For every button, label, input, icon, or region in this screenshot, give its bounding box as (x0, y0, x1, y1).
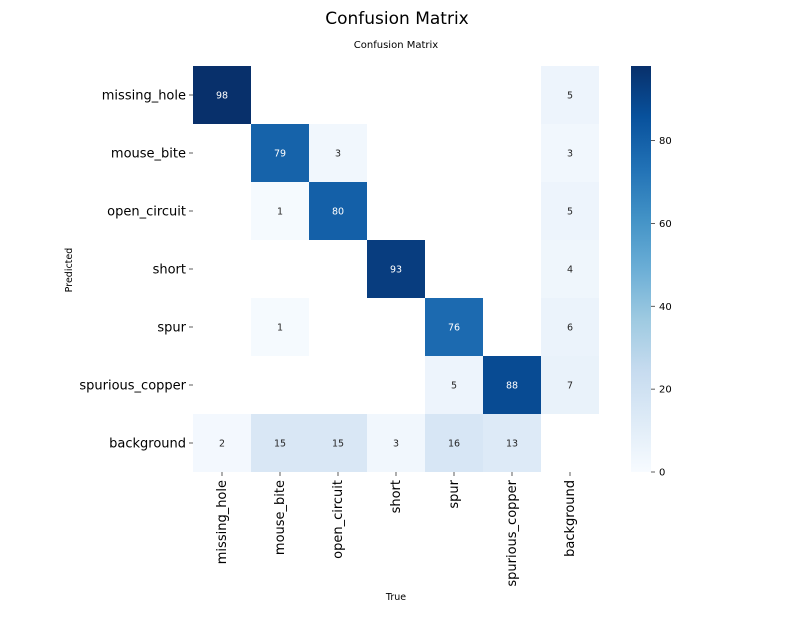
heatmap-cell (541, 66, 599, 124)
x-tick-label: spurious_copper (505, 479, 520, 586)
heatmap-cell (309, 182, 367, 240)
heatmap-cell (193, 414, 251, 472)
colorbar: 0 20 40 60 80 (631, 66, 672, 479)
heatmap-cell (309, 124, 367, 182)
heatmap-cell (541, 124, 599, 182)
heatmap-cell (251, 414, 309, 472)
heatmap-cell (541, 298, 599, 356)
colorbar-tick-label: 20 (659, 385, 672, 396)
cell-value-label: 15 (274, 439, 286, 450)
y-tick-label: open_circuit (107, 205, 186, 220)
cell-value-label: 3 (393, 439, 399, 450)
cell-value-label: 98 (216, 91, 228, 102)
chart-suptitle: Confusion Matrix (325, 9, 469, 29)
heatmap-cell (425, 356, 483, 414)
heatmap-cell (309, 414, 367, 472)
cell-value-label: 4 (567, 265, 573, 276)
x-tick-label: background (563, 480, 578, 557)
y-tick-label: spur (157, 321, 186, 336)
chart-title: Confusion Matrix (354, 40, 438, 51)
x-axis-label: True (385, 592, 406, 603)
heatmap-cell (367, 240, 425, 298)
heatmap-cell (251, 298, 309, 356)
heatmap-cells: 98 5 79 3 3 1 80 5 93 4 1 76 6 5 88 7 2 15 15 3 16 13 (193, 66, 599, 472)
cell-value-label: 3 (335, 149, 341, 160)
heatmap-cell (541, 240, 599, 298)
heatmap-cell (425, 298, 483, 356)
x-tick-label: missing_hole (215, 480, 230, 564)
y-tick-label: missing_hole (102, 89, 186, 104)
y-tick-label: mouse_bite (111, 147, 186, 162)
cell-value-label: 7 (567, 381, 573, 392)
heatmap-cell (425, 414, 483, 472)
cell-value-label: 5 (567, 207, 573, 218)
cell-value-label: 3 (567, 149, 573, 160)
x-tick-labels: missing_hole mouse_bite open_circuit short s… (215, 472, 578, 587)
heatmap-cell (541, 356, 599, 414)
y-tick-label: background (109, 437, 186, 452)
colorbar-tick-label: 40 (659, 302, 672, 313)
heatmap-cell (367, 414, 425, 472)
colorbar-tick-label: 0 (659, 468, 665, 479)
cell-value-label: 2 (219, 439, 225, 450)
colorbar-gradient (631, 66, 651, 472)
heatmap-cell (483, 414, 541, 472)
y-axis-label: Predicted (64, 248, 75, 293)
x-tick-label: short (389, 480, 404, 513)
cell-value-label: 88 (506, 381, 518, 392)
colorbar-tick-label: 80 (659, 136, 672, 147)
cell-value-label: 93 (390, 265, 402, 276)
heatmap-cell (541, 182, 599, 240)
colorbar-tick-label: 60 (659, 219, 672, 230)
cell-value-label: 1 (277, 323, 283, 334)
y-tick-label: short (153, 263, 186, 278)
cell-value-label: 79 (274, 149, 286, 160)
cell-value-label: 6 (567, 323, 573, 334)
cell-value-label: 5 (451, 381, 457, 392)
heatmap-cell (251, 124, 309, 182)
x-tick-label: open_circuit (331, 480, 346, 559)
cell-value-label: 76 (448, 323, 460, 334)
x-tick-label: mouse_bite (273, 480, 288, 555)
cell-value-label: 80 (332, 207, 344, 218)
heatmap-cell (483, 356, 541, 414)
heatmap-cell (251, 182, 309, 240)
cell-value-label: 13 (506, 439, 518, 450)
heatmap-cell (193, 66, 251, 124)
y-tick-label: spurious_copper (79, 379, 186, 394)
x-tick-label: spur (447, 479, 462, 508)
cell-value-label: 15 (332, 439, 344, 450)
cell-value-label: 16 (448, 439, 460, 450)
cell-value-label: 5 (567, 91, 573, 102)
cell-value-label: 1 (277, 207, 283, 218)
